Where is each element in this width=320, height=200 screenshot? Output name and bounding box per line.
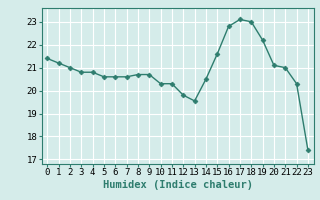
X-axis label: Humidex (Indice chaleur): Humidex (Indice chaleur) [103, 180, 252, 190]
